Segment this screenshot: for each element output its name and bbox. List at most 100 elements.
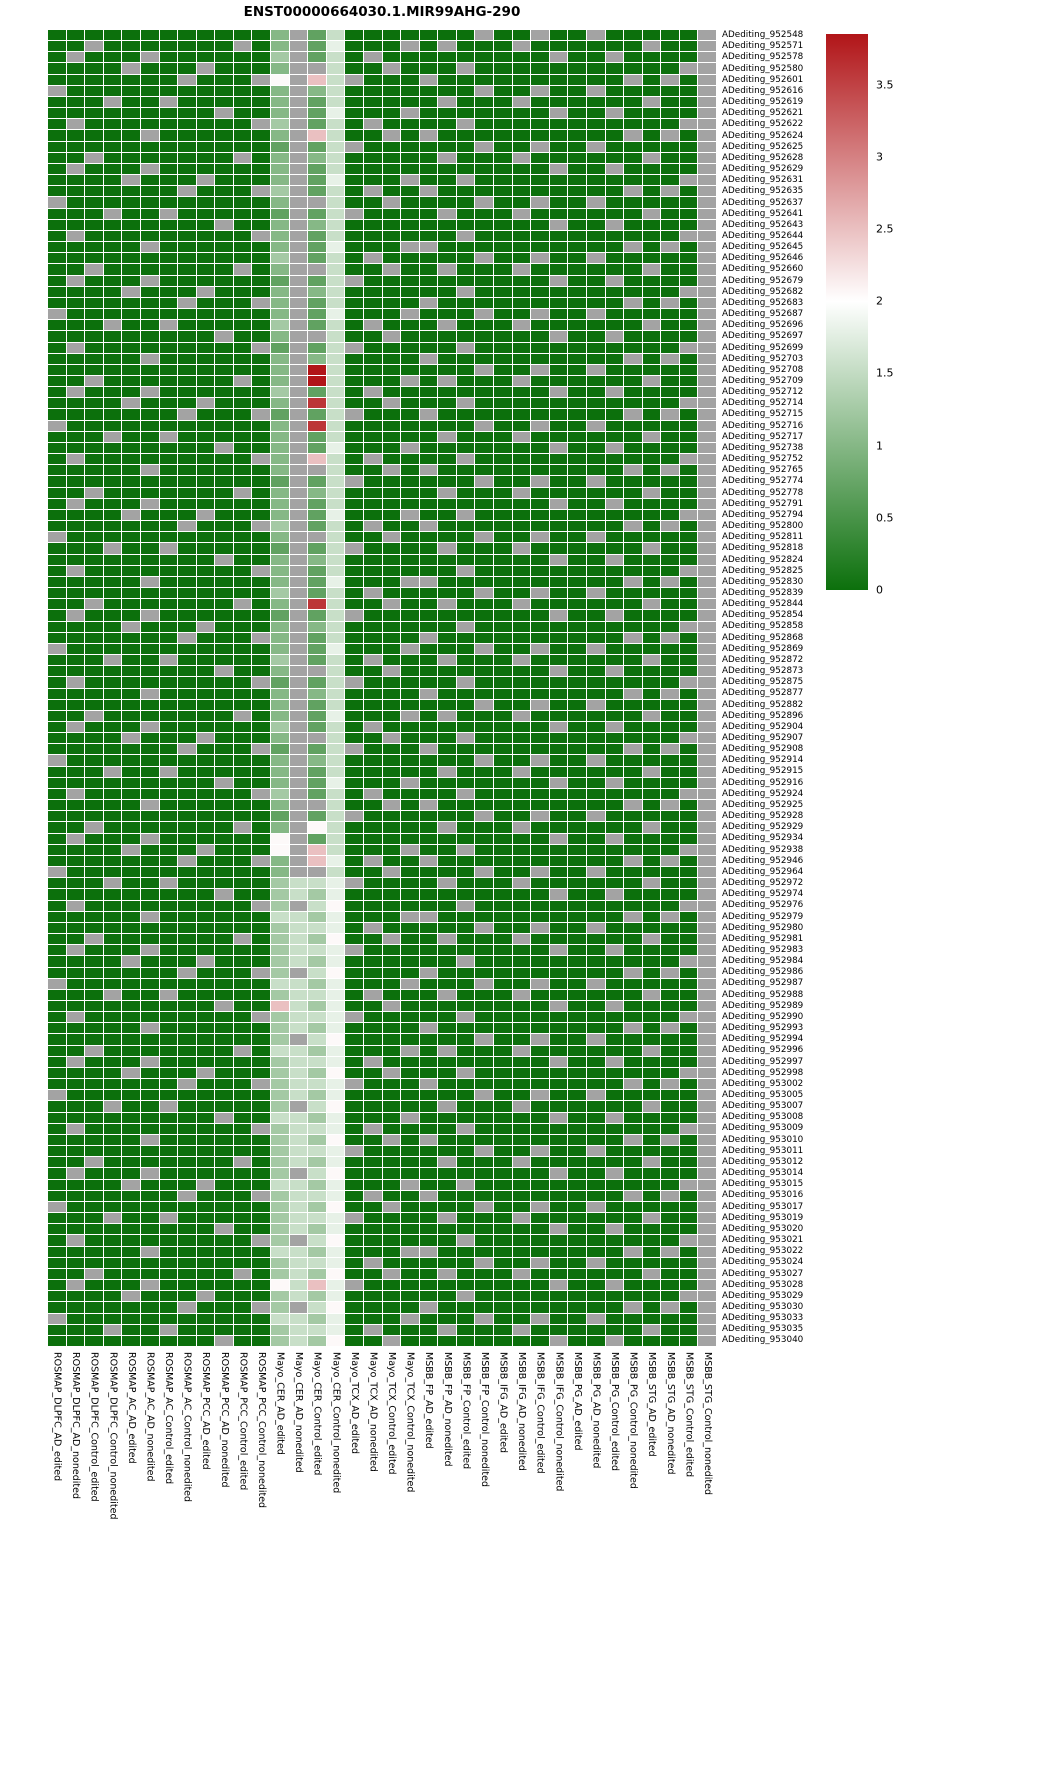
heatmap-cell bbox=[48, 375, 66, 387]
heatmap-cell bbox=[308, 1280, 326, 1291]
heatmap-cell bbox=[326, 1291, 345, 1302]
heatmap-cell bbox=[196, 41, 215, 52]
heatmap-cell bbox=[568, 309, 586, 320]
heatmap-cell bbox=[438, 532, 456, 543]
heatmap-cell bbox=[48, 30, 66, 41]
heatmap-cell bbox=[66, 186, 85, 197]
heatmap-cell bbox=[48, 1001, 66, 1012]
heatmap-cell bbox=[326, 364, 345, 375]
heatmap-cell bbox=[586, 1034, 605, 1045]
heatmap-cell bbox=[698, 1201, 716, 1213]
heatmap-cell bbox=[475, 230, 493, 242]
heatmap-cell bbox=[494, 264, 512, 275]
heatmap-cell bbox=[512, 677, 531, 688]
heatmap-cell bbox=[401, 1246, 419, 1257]
row-label: ADediting_952641 bbox=[722, 208, 804, 219]
heatmap-cell bbox=[233, 934, 252, 945]
heatmap-cell bbox=[531, 1079, 549, 1090]
heatmap-cell bbox=[494, 755, 512, 766]
heatmap-cell bbox=[586, 610, 605, 621]
heatmap-cell bbox=[456, 465, 475, 476]
heatmap-cell bbox=[456, 1168, 475, 1179]
heatmap-cell bbox=[48, 1201, 66, 1213]
heatmap-cell bbox=[122, 74, 140, 85]
heatmap-cell bbox=[642, 41, 661, 52]
heatmap-cell bbox=[252, 297, 270, 309]
heatmap-cell bbox=[605, 677, 624, 688]
heatmap-cell bbox=[531, 331, 549, 342]
heatmap-cell bbox=[698, 543, 716, 554]
heatmap-cell bbox=[159, 1224, 178, 1235]
heatmap-cell bbox=[624, 822, 642, 833]
heatmap-cell bbox=[642, 398, 661, 409]
heatmap-cell bbox=[456, 867, 475, 878]
heatmap-cell bbox=[140, 710, 159, 721]
heatmap-cell bbox=[419, 130, 438, 141]
heatmap-cell bbox=[345, 119, 363, 130]
heatmap-cell bbox=[382, 74, 401, 85]
heatmap-cell bbox=[494, 130, 512, 141]
heatmap-cell bbox=[345, 632, 363, 643]
heatmap-cell bbox=[215, 1012, 233, 1023]
heatmap-cell bbox=[642, 655, 661, 666]
heatmap-cell bbox=[531, 487, 549, 498]
heatmap-cell bbox=[382, 1023, 401, 1034]
heatmap-cell bbox=[438, 431, 456, 442]
heatmap-cell bbox=[642, 1090, 661, 1101]
heatmap-cell bbox=[456, 331, 475, 342]
heatmap-cell bbox=[438, 186, 456, 197]
heatmap-cell bbox=[512, 766, 531, 777]
heatmap-cell bbox=[48, 599, 66, 610]
heatmap-cell bbox=[698, 688, 716, 699]
heatmap-cell bbox=[568, 576, 586, 588]
heatmap-cell bbox=[698, 1001, 716, 1012]
heatmap-cell bbox=[475, 242, 493, 253]
heatmap-cell bbox=[494, 63, 512, 74]
heatmap-cell bbox=[475, 945, 493, 956]
heatmap-cell bbox=[85, 1067, 103, 1079]
heatmap-cell bbox=[122, 509, 140, 521]
heatmap-cell bbox=[252, 532, 270, 543]
heatmap-cell bbox=[679, 208, 698, 219]
heatmap-cell bbox=[48, 454, 66, 465]
heatmap-cell bbox=[512, 1067, 531, 1079]
heatmap-cell bbox=[289, 699, 308, 710]
heatmap-cell bbox=[308, 498, 326, 509]
heatmap-cell bbox=[438, 521, 456, 532]
heatmap-cell bbox=[252, 163, 270, 175]
heatmap-cell bbox=[438, 498, 456, 509]
heatmap-cell bbox=[401, 1201, 419, 1213]
heatmap-cell bbox=[289, 733, 308, 744]
heatmap-cell bbox=[494, 442, 512, 454]
heatmap-cell bbox=[48, 900, 66, 911]
heatmap-cell bbox=[48, 811, 66, 822]
heatmap-cell bbox=[698, 96, 716, 108]
heatmap-cell bbox=[159, 1213, 178, 1224]
heatmap-cell bbox=[401, 1045, 419, 1056]
heatmap-cell bbox=[549, 934, 568, 945]
heatmap-cell bbox=[568, 1235, 586, 1246]
heatmap-cell bbox=[419, 766, 438, 777]
heatmap-cell bbox=[103, 1079, 122, 1090]
heatmap-cell bbox=[140, 1112, 159, 1123]
heatmap-cell bbox=[512, 320, 531, 331]
heatmap-cell bbox=[215, 878, 233, 889]
heatmap-cell bbox=[698, 119, 716, 130]
heatmap-cell bbox=[494, 844, 512, 855]
heatmap-cell bbox=[586, 967, 605, 978]
heatmap-cell bbox=[438, 1235, 456, 1246]
row-label: ADediting_952637 bbox=[722, 197, 804, 208]
heatmap-cell bbox=[586, 320, 605, 331]
heatmap-cell bbox=[85, 431, 103, 442]
heatmap-cell bbox=[308, 632, 326, 643]
heatmap-cell bbox=[252, 1123, 270, 1134]
heatmap-cell bbox=[289, 1179, 308, 1190]
heatmap-cell bbox=[178, 119, 196, 130]
heatmap-cell bbox=[438, 1246, 456, 1257]
heatmap-cell bbox=[456, 833, 475, 844]
heatmap-cell bbox=[512, 867, 531, 878]
heatmap-cell bbox=[679, 1324, 698, 1335]
heatmap-cell bbox=[308, 956, 326, 967]
heatmap-cell bbox=[438, 1201, 456, 1213]
heatmap-cell bbox=[345, 755, 363, 766]
